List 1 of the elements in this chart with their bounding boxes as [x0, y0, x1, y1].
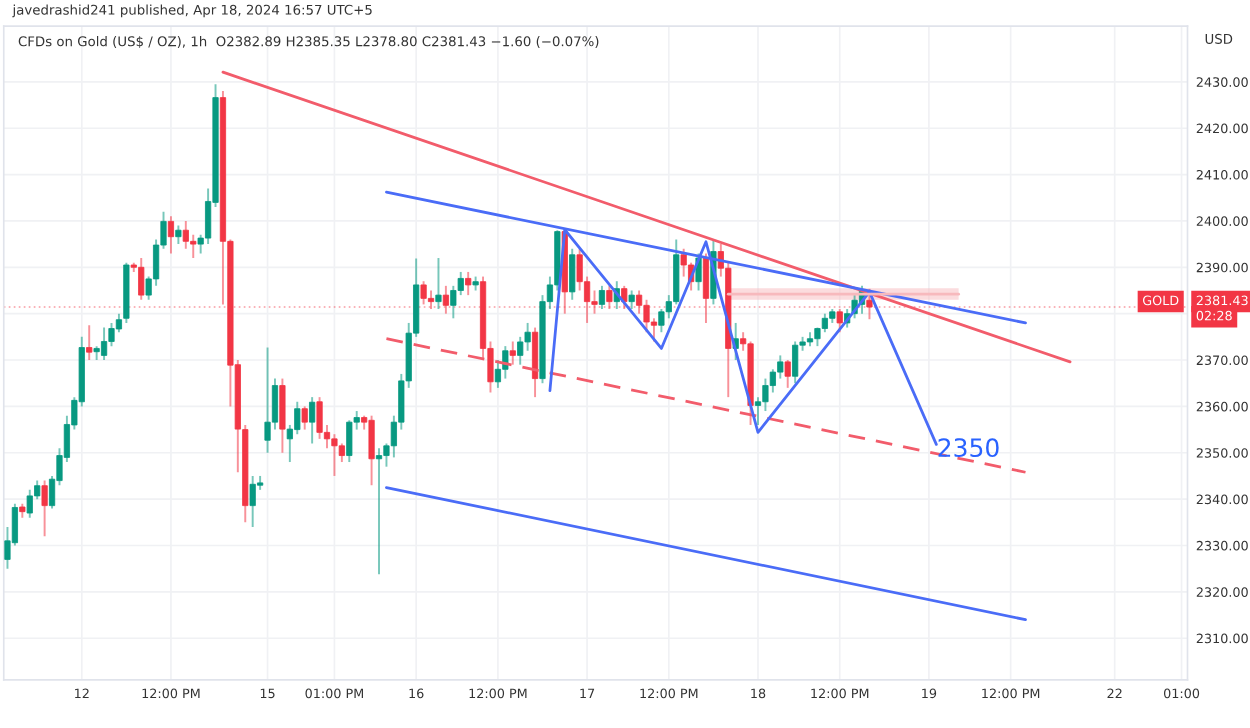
annotation: 2350 [938, 438, 999, 458]
